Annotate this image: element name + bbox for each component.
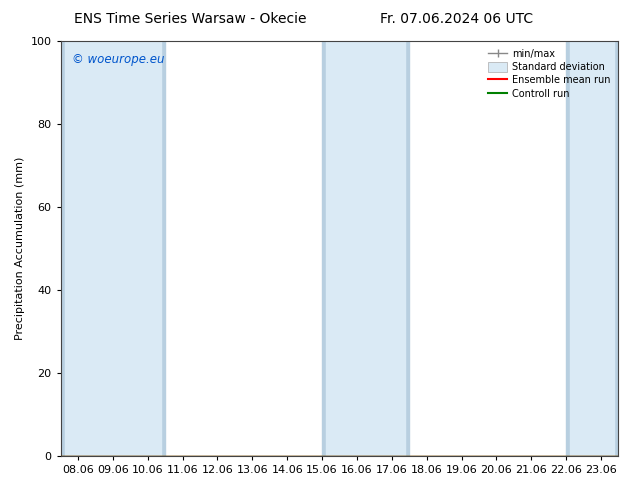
Legend: min/max, Standard deviation, Ensemble mean run, Controll run: min/max, Standard deviation, Ensemble me… bbox=[485, 46, 614, 101]
Y-axis label: Precipitation Accumulation (mm): Precipitation Accumulation (mm) bbox=[15, 157, 25, 340]
Text: Fr. 07.06.2024 06 UTC: Fr. 07.06.2024 06 UTC bbox=[380, 12, 533, 26]
Text: ENS Time Series Warsaw - Okecie: ENS Time Series Warsaw - Okecie bbox=[74, 12, 306, 26]
Text: © woeurope.eu: © woeurope.eu bbox=[72, 53, 164, 67]
